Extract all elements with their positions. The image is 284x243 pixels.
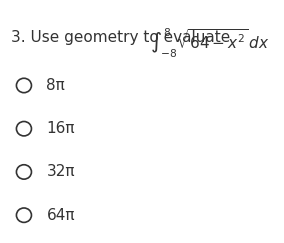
Text: 16π: 16π: [47, 121, 75, 136]
Text: 64π: 64π: [47, 208, 75, 223]
Text: 32π: 32π: [47, 165, 75, 179]
Text: 3. Use geometry to evaluate: 3. Use geometry to evaluate: [11, 30, 235, 45]
Text: $\int_{-8}^{8} \sqrt{64 - x^2}\, dx$: $\int_{-8}^{8} \sqrt{64 - x^2}\, dx$: [151, 27, 270, 60]
Text: 8π: 8π: [47, 78, 65, 93]
